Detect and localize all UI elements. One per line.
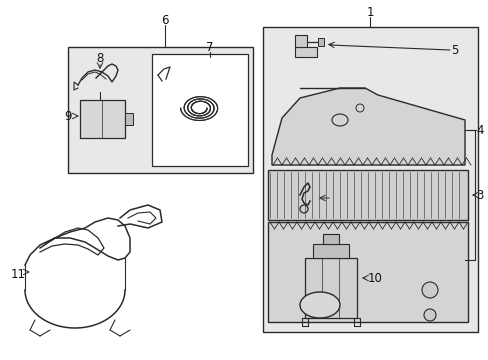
Bar: [317, 38, 324, 46]
Bar: [68, 47, 252, 173]
Ellipse shape: [299, 292, 339, 318]
Text: 6: 6: [161, 14, 168, 27]
Text: 11: 11: [10, 269, 25, 282]
Text: 5: 5: [450, 44, 458, 57]
Bar: [294, 35, 306, 47]
Bar: [267, 222, 467, 322]
Bar: [80, 100, 125, 138]
Polygon shape: [271, 88, 464, 165]
Text: 1: 1: [366, 5, 373, 18]
Bar: [305, 258, 356, 318]
Text: 8: 8: [96, 51, 103, 64]
Bar: [323, 234, 338, 244]
Bar: [263, 27, 477, 332]
Text: 2: 2: [336, 192, 343, 204]
Text: 4: 4: [475, 123, 483, 136]
Bar: [152, 54, 247, 166]
Text: 9: 9: [64, 109, 72, 122]
Bar: [312, 244, 348, 258]
Circle shape: [423, 309, 435, 321]
Bar: [125, 113, 133, 125]
Circle shape: [421, 282, 437, 298]
Text: 10: 10: [367, 271, 382, 284]
Text: 3: 3: [475, 189, 483, 202]
Text: 7: 7: [206, 41, 213, 54]
Bar: [294, 47, 316, 57]
Bar: [267, 170, 467, 220]
